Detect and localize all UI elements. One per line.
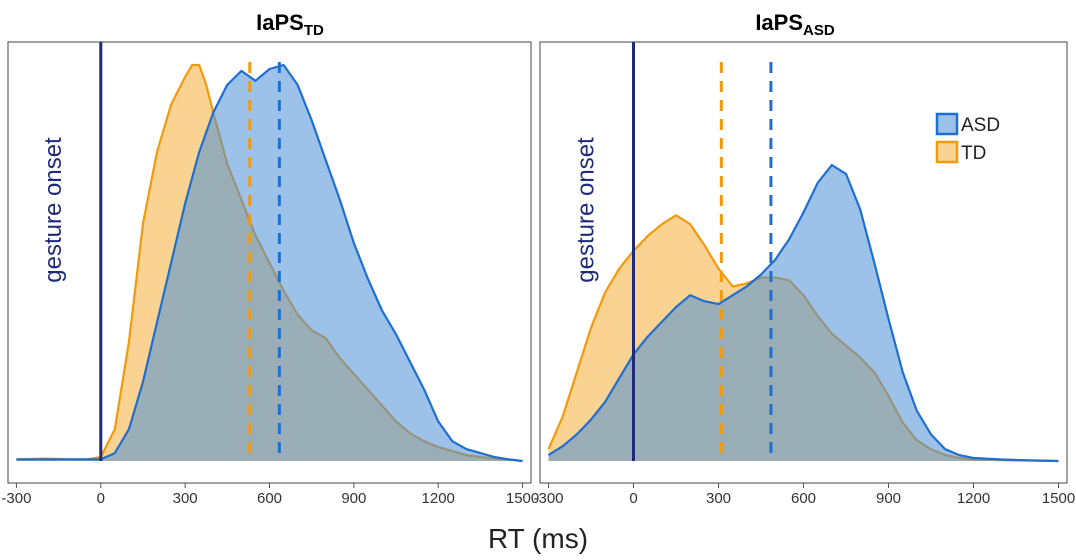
x-tick-label: 1200 bbox=[422, 490, 455, 507]
density-line-asd bbox=[16, 63, 523, 463]
density-area-asd bbox=[548, 165, 1059, 461]
panel-2-title: IaPSASD bbox=[755, 10, 835, 39]
legend-label-td: TD bbox=[961, 143, 986, 164]
panel-1-areas bbox=[16, 63, 523, 463]
x-tick-label: 0 bbox=[97, 490, 105, 507]
panel-2-areas bbox=[547, 163, 1059, 463]
x-tick-label: 600 bbox=[791, 490, 816, 507]
x-tick-label: 0 bbox=[629, 490, 637, 507]
x-tick-label: 300 bbox=[173, 490, 198, 507]
x-axis-label: RT (ms) bbox=[488, 523, 588, 554]
panel-2-title-main: IaPS bbox=[755, 10, 803, 35]
x-tick-label: -300 bbox=[1, 490, 31, 507]
density-area-asd bbox=[16, 65, 523, 461]
panel-1-marks: gesture onset bbox=[40, 42, 281, 461]
panel-2-title-subscript: ASD bbox=[803, 22, 835, 39]
density-line-asd bbox=[547, 163, 1059, 463]
x-tick-label: -300 bbox=[533, 490, 563, 507]
panel-1-title-subscript: TD bbox=[304, 22, 324, 39]
panel-2-marks: gesture onset bbox=[573, 42, 773, 461]
gesture-onset-label: gesture onset bbox=[40, 137, 67, 283]
x-tick-label: 900 bbox=[876, 490, 901, 507]
panel-1-title: IaPSTD bbox=[256, 10, 324, 39]
x-tick-label: 900 bbox=[341, 490, 366, 507]
legend-swatch-asd bbox=[935, 112, 959, 136]
x-tick-label: 600 bbox=[257, 490, 282, 507]
x-tick-label: 1200 bbox=[957, 490, 990, 507]
legend-label-asd: ASD bbox=[961, 115, 1000, 136]
x-tick-label: 1500 bbox=[506, 490, 539, 507]
panel-1-title-main: IaPS bbox=[256, 10, 304, 35]
panel-1-ticks: -300 0 300 600 900 1200 1500 bbox=[1, 483, 539, 507]
gesture-onset-label: gesture onset bbox=[573, 137, 600, 283]
panel-2-ticks: -300 0 300 600 900 1200 1500 bbox=[533, 483, 1075, 507]
panel-2-legend: ASD TD bbox=[935, 112, 1000, 164]
x-tick-label: 300 bbox=[706, 490, 731, 507]
x-tick-label: 1500 bbox=[1042, 490, 1075, 507]
panel-2-plot: gesture onset -300 0 300 600 900 1200 1500 ASD… bbox=[533, 41, 1075, 507]
panel-1-plot: gesture onset -300 0 300 600 900 1200 1500 bbox=[1, 41, 539, 507]
legend-swatch-td bbox=[935, 140, 959, 164]
